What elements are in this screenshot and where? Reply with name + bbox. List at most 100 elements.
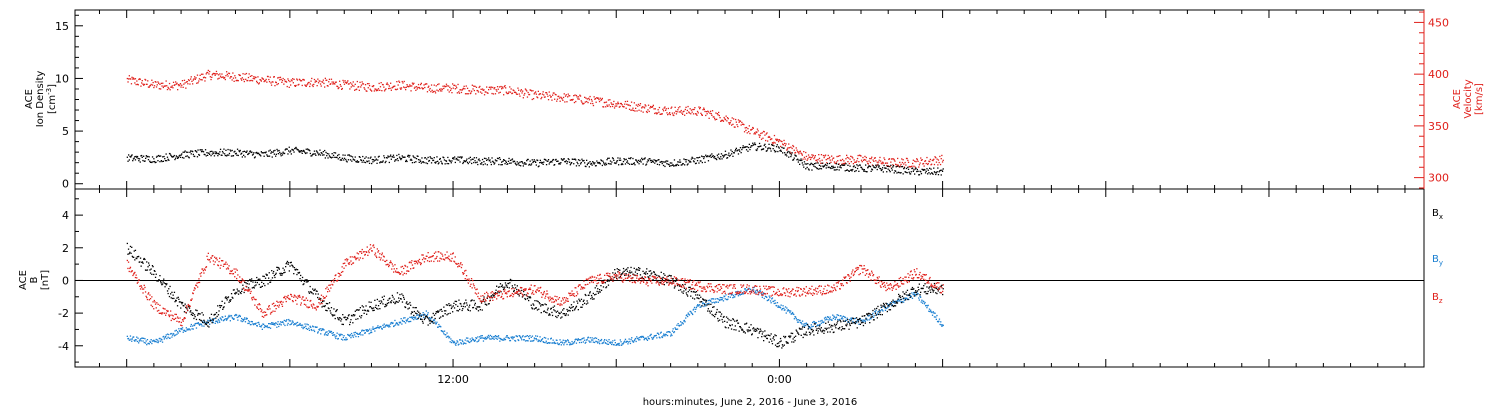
bx-point: [539, 303, 541, 305]
bx-point: [279, 274, 282, 276]
bx-point: [758, 332, 760, 334]
density-point: [624, 163, 627, 165]
bx-point: [930, 286, 932, 288]
by-point: [577, 338, 579, 340]
by-point: [647, 336, 649, 338]
bx-point: [153, 273, 155, 276]
bx-point: [491, 295, 493, 297]
by-point: [553, 341, 556, 343]
velocity-point: [237, 80, 239, 82]
bx-point: [457, 305, 459, 307]
bx-point: [179, 301, 181, 303]
density-point: [339, 159, 341, 161]
velocity-point: [921, 159, 923, 161]
by-point: [216, 320, 218, 322]
velocity-point: [178, 85, 180, 87]
velocity-point: [833, 157, 835, 159]
velocity-point: [276, 83, 278, 86]
density-point: [273, 153, 275, 155]
velocity-point: [179, 84, 181, 86]
bx-point: [817, 330, 819, 332]
density-point: [920, 173, 923, 175]
by-point: [899, 300, 901, 302]
velocity-point: [446, 85, 448, 87]
bx-point: [935, 292, 937, 294]
by-point: [432, 319, 434, 322]
density-point: [213, 155, 216, 157]
by-point: [862, 319, 864, 321]
by-point: [459, 339, 461, 341]
by-point: [876, 313, 878, 315]
velocity-point: [354, 89, 356, 91]
bx-point: [509, 278, 512, 281]
density-point: [254, 156, 256, 158]
by-point: [499, 340, 501, 342]
by-point: [606, 343, 608, 345]
density-point: [601, 160, 603, 162]
density-point: [418, 161, 420, 163]
bx-point: [460, 303, 462, 305]
by-point: [166, 337, 168, 340]
density-point: [470, 159, 472, 161]
bx-point: [867, 314, 869, 316]
density-point: [170, 155, 173, 157]
velocity-point: [301, 84, 303, 87]
velocity-point: [856, 160, 858, 162]
bx-point: [160, 282, 162, 284]
density-point: [905, 171, 907, 173]
by-point: [227, 317, 229, 319]
bx-point: [869, 313, 871, 315]
velocity-point: [130, 78, 132, 80]
velocity-point: [815, 159, 817, 162]
velocity-point: [223, 77, 225, 79]
by-point: [475, 337, 477, 339]
by-point: [611, 343, 613, 346]
bx-point: [760, 330, 762, 332]
bx-point: [702, 298, 704, 300]
density-point: [777, 150, 779, 153]
velocity-point: [578, 98, 580, 100]
density-point: [773, 145, 775, 147]
bx-point: [555, 315, 557, 318]
velocity-point: [398, 81, 401, 83]
velocity-point: [146, 83, 148, 85]
density-point: [186, 155, 188, 157]
velocity-point: [863, 158, 865, 161]
density-point: [880, 169, 882, 172]
velocity-point: [397, 84, 399, 86]
bx-point: [277, 266, 279, 269]
bx-point: [415, 312, 417, 314]
by-point: [399, 321, 402, 323]
velocity-point: [172, 81, 175, 83]
density-point: [332, 154, 335, 156]
velocity-point: [439, 88, 441, 90]
density-point: [626, 161, 628, 163]
bx-point: [320, 298, 322, 300]
bx-point: [639, 274, 642, 276]
by-point: [592, 339, 594, 341]
by-point: [340, 338, 343, 340]
by-point: [384, 325, 387, 327]
density-point: [352, 158, 354, 160]
density-point: [892, 165, 895, 167]
by-point: [428, 317, 431, 319]
velocity-point: [336, 85, 338, 87]
velocity-point: [551, 99, 553, 101]
bx-point: [190, 313, 192, 316]
bx-point: [467, 308, 469, 310]
by-point: [894, 302, 896, 304]
density-point: [893, 172, 895, 174]
by-point: [733, 296, 735, 298]
bx-point: [936, 292, 938, 295]
bx-point: [420, 318, 422, 320]
velocity-point: [268, 81, 271, 83]
density-point: [246, 150, 248, 152]
density-point: [939, 170, 941, 172]
bx-point: [778, 342, 780, 344]
by-point: [720, 299, 722, 301]
density-point: [711, 155, 714, 158]
by-point: [778, 305, 780, 307]
bx-point: [743, 331, 745, 333]
density-point: [808, 169, 810, 171]
by-point: [527, 340, 529, 342]
